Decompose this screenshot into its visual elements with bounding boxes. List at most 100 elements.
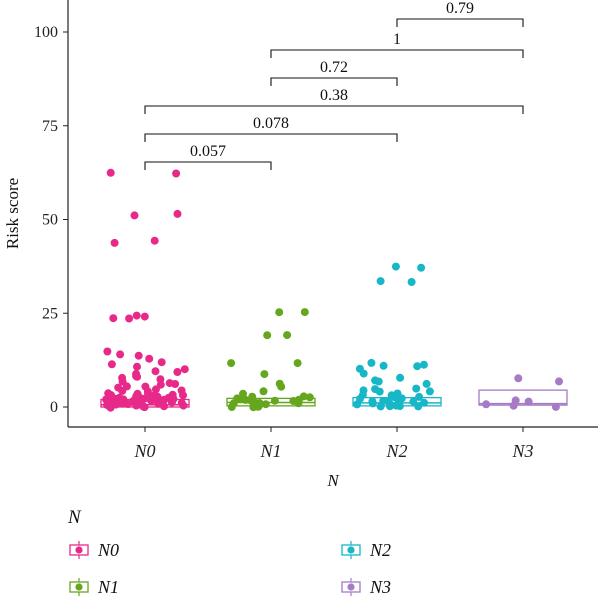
data-point-n0 bbox=[116, 350, 125, 359]
y-tick-label: 25 bbox=[42, 305, 58, 322]
legend-title: N bbox=[68, 507, 81, 528]
data-point-n2 bbox=[422, 379, 431, 388]
legend-item-n3: N3 bbox=[340, 575, 391, 599]
data-point-n1 bbox=[227, 359, 236, 368]
x-tick-label: N3 bbox=[511, 441, 533, 461]
data-point-n2 bbox=[376, 277, 385, 286]
x-tick-label: N0 bbox=[133, 441, 155, 461]
data-point-n1 bbox=[259, 387, 268, 396]
data-point-n2 bbox=[375, 387, 384, 396]
data-point-n0 bbox=[157, 358, 166, 367]
legend-label-n3: N3 bbox=[370, 576, 392, 597]
data-point-n0 bbox=[133, 372, 142, 381]
data-point-n2 bbox=[391, 262, 400, 271]
data-point-n2 bbox=[353, 400, 362, 409]
box-n3 bbox=[478, 389, 568, 406]
data-point-n3 bbox=[524, 397, 533, 406]
y-axis-title: Risk score bbox=[3, 178, 22, 249]
data-point-n1 bbox=[233, 394, 242, 403]
p-value-label: 0.38 bbox=[320, 87, 348, 104]
data-point-n1 bbox=[275, 308, 284, 317]
data-point-n2 bbox=[368, 397, 377, 406]
data-point-n2 bbox=[396, 373, 405, 382]
data-point-n3 bbox=[482, 400, 491, 409]
data-point-n0 bbox=[134, 351, 143, 360]
legend-label-n0: N0 bbox=[98, 539, 120, 560]
data-point-n0 bbox=[171, 380, 180, 388]
data-point-n0 bbox=[109, 314, 118, 323]
data-point-n0 bbox=[180, 365, 189, 374]
bracket-n1-n3 bbox=[270, 49, 524, 58]
data-point-n1 bbox=[305, 393, 314, 402]
data-point-n2 bbox=[412, 384, 421, 393]
x-tick-label: N2 bbox=[385, 441, 407, 461]
data-point-n0 bbox=[130, 211, 139, 220]
data-point-n0 bbox=[179, 401, 188, 410]
bracket-n0-n1 bbox=[144, 161, 272, 170]
data-point-n0 bbox=[132, 311, 141, 320]
data-point-n1 bbox=[300, 308, 309, 317]
data-point-n2 bbox=[359, 369, 368, 378]
data-point-n0 bbox=[110, 238, 119, 247]
y-tick-label: 50 bbox=[42, 212, 58, 229]
bracket-n1-n2 bbox=[270, 77, 398, 86]
data-point-n0 bbox=[147, 396, 156, 405]
data-point-n0 bbox=[106, 168, 115, 177]
data-point-n1 bbox=[293, 359, 302, 368]
data-point-n2 bbox=[417, 263, 426, 272]
p-value-label: 0.078 bbox=[253, 115, 289, 132]
data-point-n0 bbox=[132, 392, 141, 401]
data-point-n0 bbox=[173, 209, 182, 218]
data-point-n0 bbox=[140, 403, 149, 412]
data-point-n0 bbox=[179, 391, 187, 400]
legend-label-n2: N2 bbox=[370, 539, 392, 560]
data-point-n0 bbox=[151, 367, 160, 376]
data-point-n2 bbox=[386, 402, 394, 411]
data-point-n3 bbox=[514, 374, 523, 383]
data-point-n1 bbox=[260, 370, 269, 379]
data-point-n0 bbox=[103, 347, 112, 356]
data-point-n3 bbox=[509, 401, 518, 410]
data-point-n2 bbox=[387, 391, 396, 400]
legend-key-n1 bbox=[69, 578, 89, 596]
data-point-n2 bbox=[414, 402, 423, 411]
legend-item-n2: N2 bbox=[340, 538, 391, 562]
data-point-n1 bbox=[227, 403, 236, 411]
y-tick-label: 75 bbox=[42, 118, 58, 135]
y-tick-label: 0 bbox=[50, 399, 58, 416]
bracket-n0-n2 bbox=[144, 133, 398, 142]
data-point-n3 bbox=[551, 402, 560, 411]
data-point-n2 bbox=[379, 361, 388, 370]
data-point-n2 bbox=[425, 387, 434, 396]
data-point-n1 bbox=[295, 395, 303, 404]
data-point-n1 bbox=[277, 382, 286, 391]
data-point-n0 bbox=[150, 236, 159, 245]
legend-item-n0: N0 bbox=[68, 538, 119, 562]
data-point-n0 bbox=[125, 314, 134, 323]
data-point-n1 bbox=[261, 400, 270, 409]
p-value-label: 0.057 bbox=[190, 143, 226, 160]
legend-key-n2 bbox=[341, 541, 361, 559]
data-point-n0 bbox=[151, 385, 160, 394]
p-value-label: 0.72 bbox=[320, 59, 348, 76]
legend-label-n1: N1 bbox=[98, 576, 120, 597]
data-point-n0 bbox=[140, 312, 149, 321]
data-point-n3 bbox=[555, 377, 563, 386]
data-point-n0 bbox=[160, 395, 169, 404]
legend-item-n1: N1 bbox=[68, 575, 119, 599]
data-point-n2 bbox=[420, 398, 429, 407]
data-point-n0 bbox=[167, 398, 176, 407]
y-tick-label: 100 bbox=[34, 24, 58, 41]
data-point-n2 bbox=[407, 278, 416, 286]
data-point-n1 bbox=[270, 396, 279, 405]
data-point-n0 bbox=[107, 360, 116, 369]
data-point-n0 bbox=[118, 386, 127, 395]
data-point-n2 bbox=[395, 402, 404, 411]
legend-key-n3 bbox=[341, 578, 361, 596]
data-point-n1 bbox=[263, 331, 272, 340]
data-point-n2 bbox=[367, 358, 376, 367]
p-value-label: 0.79 bbox=[446, 0, 474, 17]
data-point-n2 bbox=[376, 402, 385, 411]
data-point-n1 bbox=[254, 402, 263, 411]
x-axis-title: N bbox=[326, 471, 340, 490]
